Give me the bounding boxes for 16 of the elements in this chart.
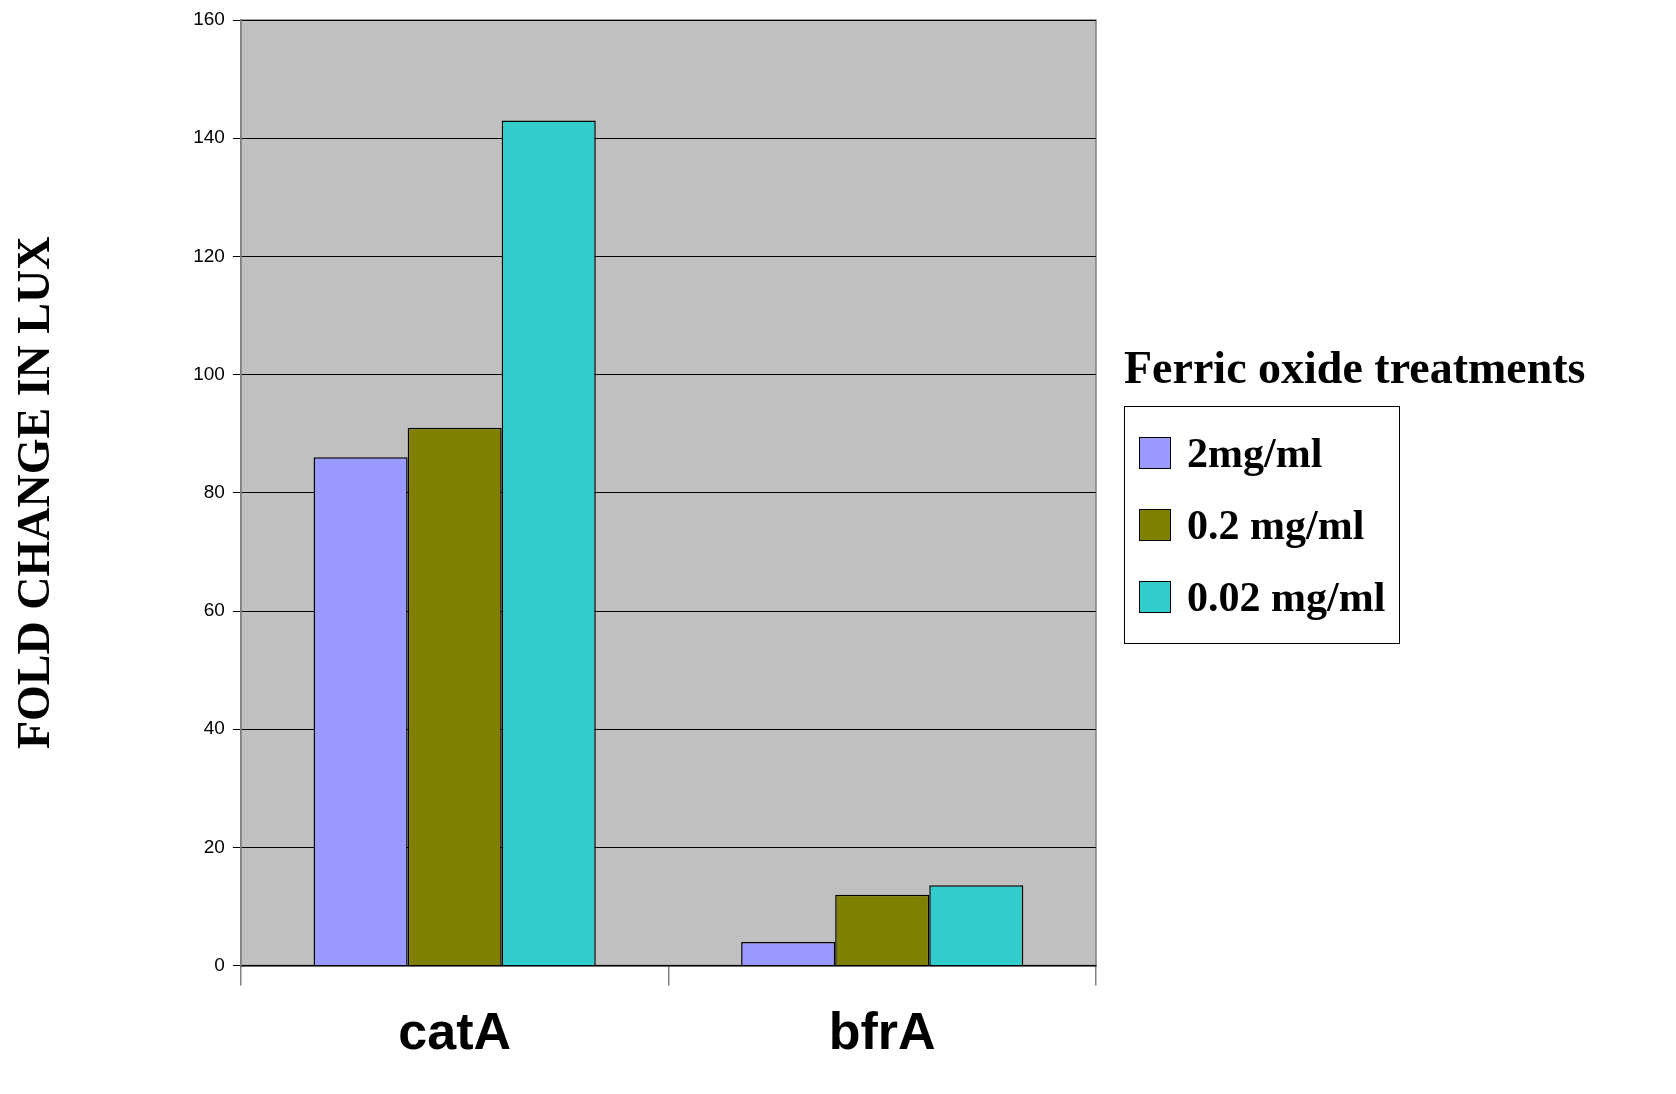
y-tick-label: 40 (203, 717, 225, 739)
y-tick-label: 20 (203, 835, 225, 857)
y-tick-label: 60 (203, 599, 225, 621)
x-tick-label: catA (398, 1002, 512, 1061)
y-tick-label: 140 (193, 126, 225, 148)
y-tick-label: 160 (193, 8, 225, 30)
legend-label: 0.02 mg/ml (1187, 573, 1386, 623)
y-tick-label: 100 (193, 362, 225, 384)
legend-title: Ferric oxide treatments (1124, 341, 1586, 395)
legend-label: 2mg/ml (1187, 429, 1323, 479)
y-axis-title: FOLD CHANGE IN LUX (8, 236, 60, 750)
y-tick-label: 0 (214, 953, 225, 975)
legend-label: 0.2 mg/ml (1187, 501, 1365, 551)
y-tick-label: 80 (203, 481, 225, 503)
y-tick-label: 120 (193, 244, 225, 266)
x-tick-label: bfrA (828, 1002, 936, 1061)
